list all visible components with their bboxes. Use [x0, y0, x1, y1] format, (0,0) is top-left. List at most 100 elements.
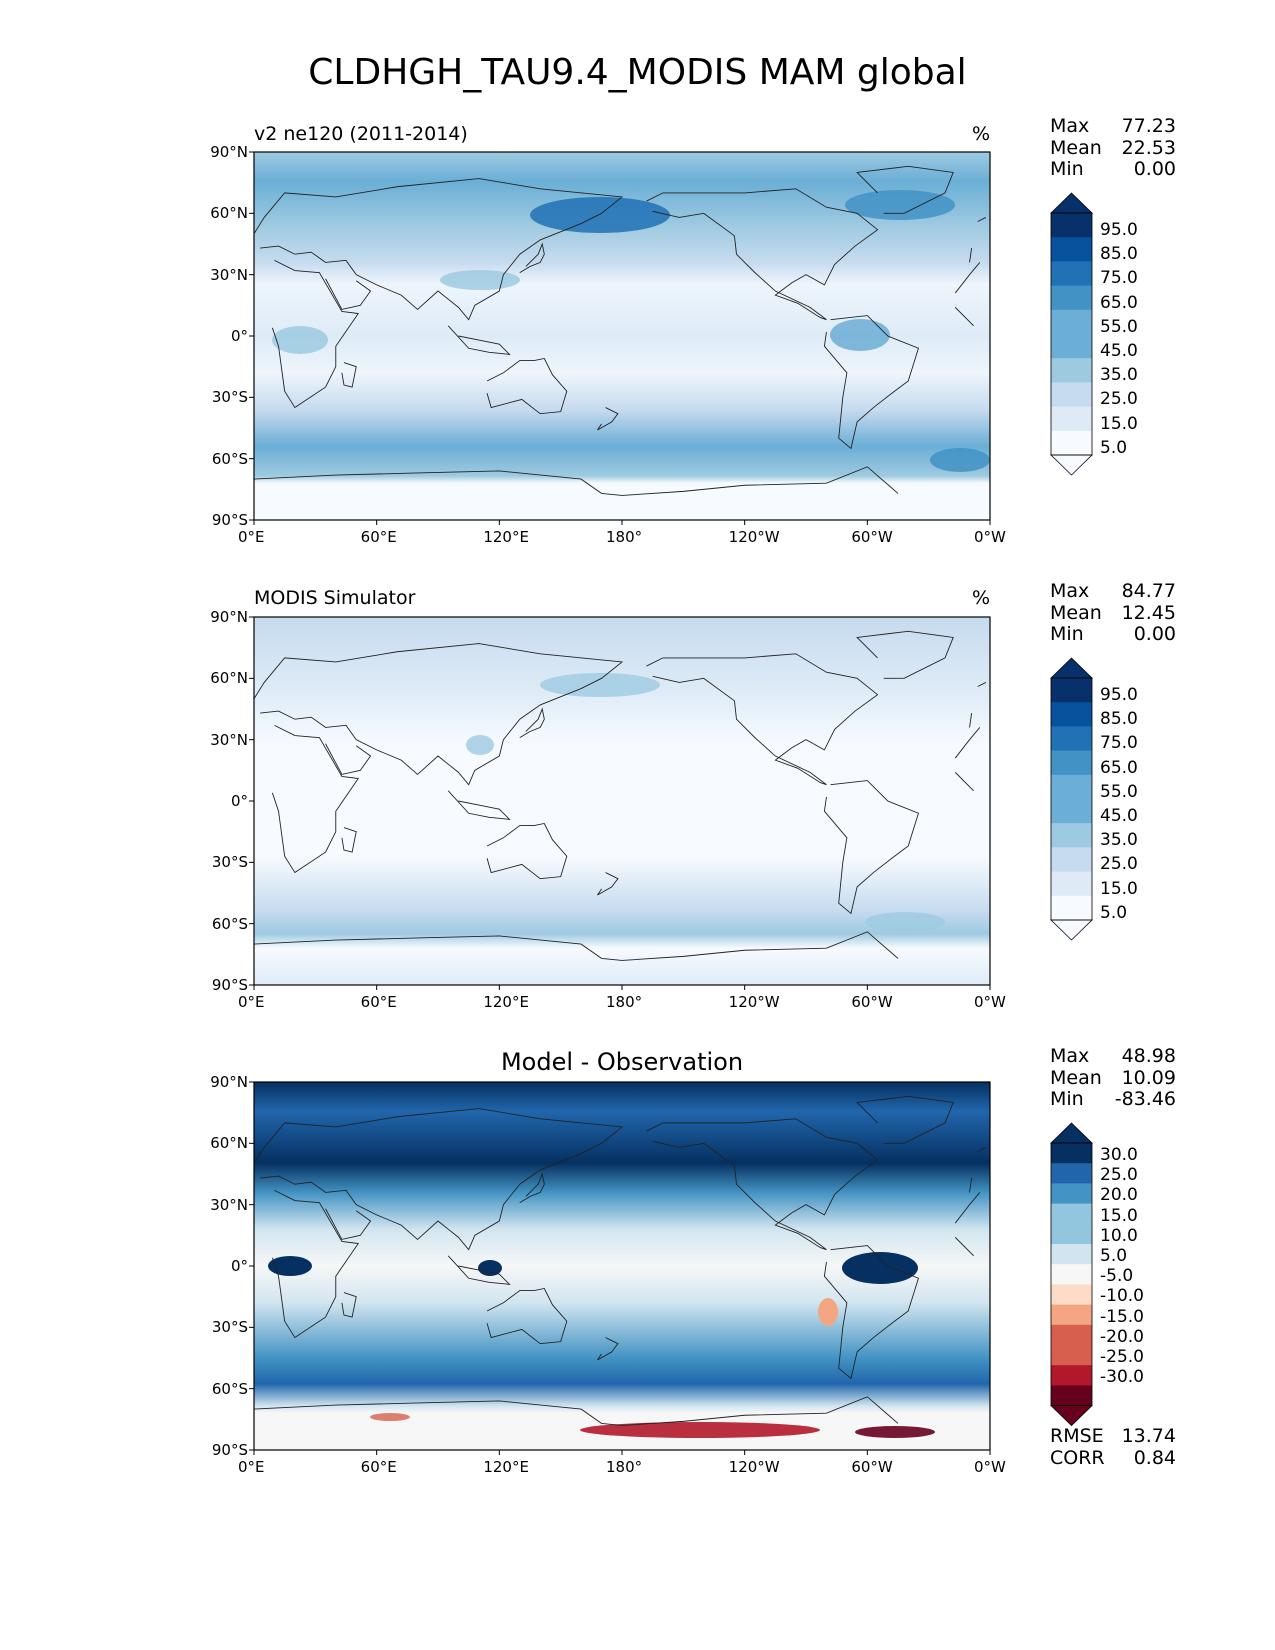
colorbar-tick-label: -15.0 — [1100, 1306, 1144, 1327]
lon-tick-label: 120°E — [483, 1458, 529, 1476]
colorbar-tick-label: 35.0 — [1100, 830, 1138, 851]
stat-label: Mean — [1050, 136, 1102, 159]
colorbar-bin — [1051, 1304, 1092, 1326]
lon-tick-label: 0°W — [974, 528, 1006, 546]
coastline-australia — [486, 357, 568, 415]
lat-tick-label: 30°N — [210, 730, 248, 749]
stat-value: 0.00 — [1133, 623, 1176, 645]
colorbar-tick-label: 95.0 — [1100, 220, 1138, 240]
lat-tick-label: 90°S — [211, 511, 248, 529]
colorbar-tick-label: 15.0 — [1100, 1205, 1138, 1226]
coastline-arabia — [325, 278, 372, 310]
coastline-africa — [271, 259, 360, 409]
colorbar-bin — [1051, 702, 1092, 727]
stat-label: Max — [1050, 1045, 1090, 1067]
lat-tick-label: 60°N — [210, 669, 248, 688]
colorbar-bin — [1051, 1284, 1092, 1306]
lat-tick-label: 60°S — [211, 449, 248, 468]
lat-tick-label: 90°S — [211, 1441, 248, 1459]
coastlines — [253, 1095, 987, 1426]
colorbar-tick-label: 75.0 — [1100, 733, 1138, 754]
metric-value: 13.74 — [1121, 1425, 1176, 1447]
coastline-africa — [271, 1189, 360, 1339]
coastline-nz — [597, 1337, 619, 1361]
stat-label: Min — [1050, 1088, 1084, 1110]
lat-tick-label: 0° — [230, 792, 248, 810]
coastline-antarctica — [621, 931, 899, 961]
stat-value: 48.98 — [1121, 1045, 1176, 1067]
colorbar-bin — [1051, 213, 1092, 238]
lat-tick-label: 30°N — [210, 265, 248, 284]
coastline-arabia — [325, 743, 372, 775]
colorbar-bin — [1051, 1203, 1092, 1225]
lat-tick-label: 90°N — [210, 143, 248, 161]
lat-tick-label: 30°N — [210, 1195, 248, 1214]
colorbar-tick-label: -10.0 — [1100, 1286, 1144, 1307]
colorbar-bin — [1051, 430, 1092, 456]
metric-label: RMSE — [1050, 1425, 1104, 1447]
coastline-uk — [977, 1147, 987, 1152]
coastline-europe-asia — [969, 713, 973, 728]
colorbar-bin — [1051, 1365, 1092, 1386]
coastline-n-america — [646, 188, 879, 321]
coastline-europe-asia — [253, 1108, 624, 1251]
lon-tick-label: 60°E — [360, 1458, 397, 1476]
coastlines — [253, 630, 987, 961]
colorbar-bin — [1051, 309, 1092, 335]
coastline-africa — [271, 724, 360, 874]
lat-tick-label: 60°S — [211, 914, 248, 933]
colorbar-tick-label: 85.0 — [1100, 709, 1138, 730]
coastline-japan — [519, 242, 545, 274]
panel-title-left: MODIS Simulator — [254, 587, 416, 609]
lat-tick-label: 60°N — [210, 204, 248, 223]
lon-tick-label: 120°E — [483, 993, 529, 1011]
metric-value: 0.84 — [1133, 1446, 1176, 1469]
coastline-africa — [954, 1237, 974, 1257]
coastline-antarctica — [253, 935, 623, 961]
colorbar-tick-label: 85.0 — [1100, 244, 1138, 265]
coastline-greenland — [856, 165, 954, 214]
colorbar — [1050, 192, 1093, 476]
coastline-uk — [977, 682, 987, 687]
coastline-africa — [954, 772, 974, 792]
colorbar-bin — [1051, 1223, 1092, 1245]
lat-tick-label: 30°S — [211, 388, 248, 407]
coastline-antarctica — [621, 1396, 899, 1426]
colorbar-bin — [1051, 1244, 1092, 1265]
colorbar-bin — [1051, 1183, 1092, 1205]
colorbar-extend-max — [1050, 1122, 1093, 1144]
coastline-greenland — [856, 630, 954, 679]
colorbar-extend-max — [1050, 657, 1093, 679]
lat-tick-label: 90°N — [210, 1073, 248, 1091]
coastline-antarctica — [253, 470, 623, 496]
coastline-europe-asia — [253, 643, 624, 786]
coastlines — [253, 165, 987, 496]
colorbar-tick-label: 65.0 — [1100, 292, 1138, 313]
lon-tick-label: 0°E — [238, 528, 265, 546]
colorbar-bin — [1051, 847, 1092, 873]
colorbar-tick-label: -25.0 — [1100, 1347, 1144, 1367]
colorbar-tick-label: 55.0 — [1100, 781, 1138, 802]
lon-tick-label: 180° — [606, 993, 643, 1011]
stats-box: Max 77.23 Mean 22.53 Min 0.00 — [1050, 115, 1176, 181]
colorbar-tick-label: 5.0 — [1100, 1246, 1128, 1266]
colorbar-bin — [1051, 358, 1092, 383]
stat-value: 84.77 — [1121, 580, 1176, 602]
coastline-n-america — [646, 653, 879, 786]
stat-value: 12.45 — [1121, 601, 1176, 624]
stats-box: Max 84.77 Mean 12.45 Min 0.00 — [1050, 580, 1176, 646]
coastline-s-america — [823, 315, 919, 450]
panel-title-left: v2 ne120 (2011-2014) — [254, 123, 468, 145]
colorbar-tick-label: 30.0 — [1100, 1145, 1138, 1165]
coastline-antarctica — [621, 466, 899, 496]
stat-label: Mean — [1050, 601, 1102, 624]
colorbar — [1050, 1122, 1093, 1427]
stat-label: Mean — [1050, 1066, 1102, 1089]
colorbar-tick-label: 25.0 — [1100, 854, 1138, 875]
colorbar-bin — [1051, 261, 1092, 287]
colorbar-tick-label: -5.0 — [1100, 1266, 1134, 1287]
field-blobs — [272, 190, 990, 472]
colorbar-bin — [1051, 678, 1092, 703]
lon-tick-label: 0°E — [238, 993, 265, 1011]
